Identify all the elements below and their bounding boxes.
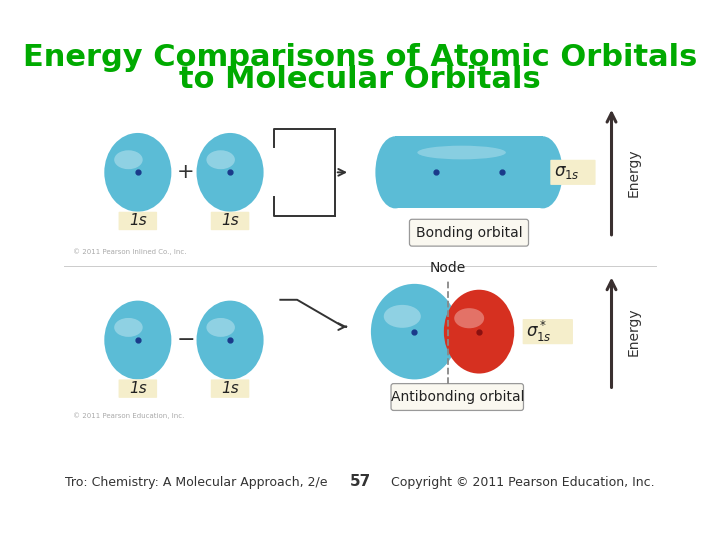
Text: Bonding orbital: Bonding orbital [415,226,522,240]
Text: © 2011 Pearson Education, Inc.: © 2011 Pearson Education, Inc. [73,412,184,419]
Text: Copyright © 2011 Pearson Education, Inc.: Copyright © 2011 Pearson Education, Inc. [392,476,655,489]
Text: $\sigma^*_{1s}$: $\sigma^*_{1s}$ [526,319,552,344]
FancyBboxPatch shape [391,383,523,410]
FancyBboxPatch shape [119,380,157,398]
Text: 1s: 1s [129,213,147,228]
Bar [395,136,543,208]
FancyBboxPatch shape [523,319,573,344]
FancyBboxPatch shape [119,212,157,230]
Text: © 2011 Pearson Inlined Co., Inc.: © 2011 Pearson Inlined Co., Inc. [73,248,186,255]
Ellipse shape [375,136,415,208]
Ellipse shape [371,284,458,380]
Ellipse shape [207,150,235,169]
Ellipse shape [197,301,264,380]
Text: 57: 57 [349,474,371,489]
FancyBboxPatch shape [211,380,249,398]
Ellipse shape [444,290,514,374]
Ellipse shape [207,318,235,337]
Ellipse shape [454,308,484,328]
Ellipse shape [114,318,143,337]
Text: Tro: Chemistry: A Molecular Approach, 2/e: Tro: Chemistry: A Molecular Approach, 2/… [65,476,328,489]
FancyBboxPatch shape [410,219,528,246]
Text: Energy: Energy [626,148,641,197]
Ellipse shape [197,133,264,212]
Text: 1s: 1s [221,213,239,228]
Text: 1s: 1s [221,381,239,396]
Text: −: − [176,330,195,350]
Text: Energy: Energy [626,307,641,356]
Text: Antibonding orbital: Antibonding orbital [390,390,524,404]
Ellipse shape [384,305,420,328]
Text: to Molecular Orbitals: to Molecular Orbitals [179,65,541,93]
Text: Node: Node [430,261,466,275]
Text: 1s: 1s [129,381,147,396]
Ellipse shape [104,133,171,212]
Ellipse shape [418,146,506,159]
FancyBboxPatch shape [211,212,249,230]
Ellipse shape [114,150,143,169]
Text: +: + [177,163,194,183]
Ellipse shape [523,136,562,208]
Text: Energy Comparisons of Atomic Orbitals: Energy Comparisons of Atomic Orbitals [23,43,697,72]
Text: $\sigma_{1s}$: $\sigma_{1s}$ [554,163,580,181]
Ellipse shape [104,301,171,380]
FancyBboxPatch shape [550,160,595,185]
